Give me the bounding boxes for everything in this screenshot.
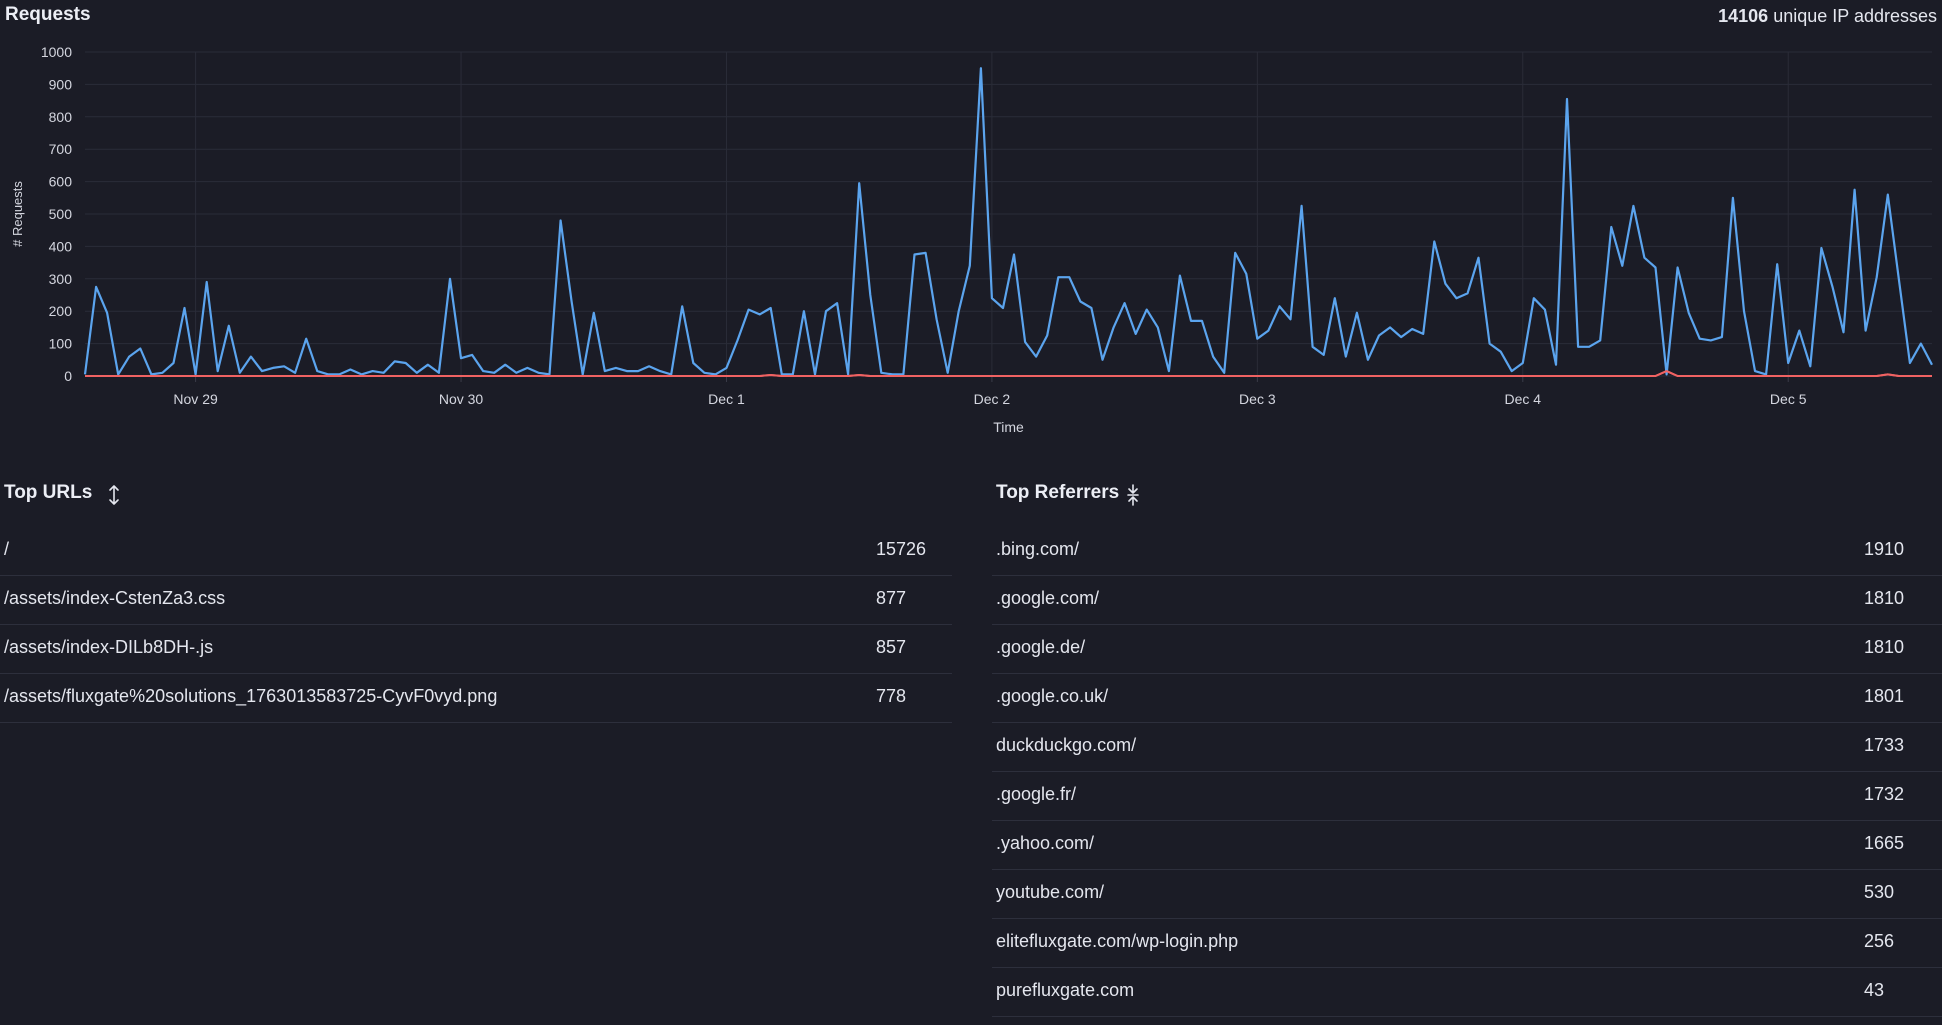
row-label[interactable]: /assets/index-CstenZa3.css [4,588,226,608]
y-tick-label: 500 [49,206,73,222]
table-row[interactable]: .google.co.uk/1801 [992,674,1942,723]
row-label[interactable]: .yahoo.com/ [996,833,1095,853]
table-row[interactable]: /assets/index-DILb8DH-.js 857 [0,625,952,674]
y-tick-label: 0 [64,368,72,384]
top-urls-list: / 15726/assets/index-CstenZa3.css 877/asse… [0,527,952,723]
y-tick-label: 400 [49,238,73,254]
row-count: 43 [1864,980,1885,1000]
row-label[interactable]: .google.de/ [996,637,1086,657]
table-row[interactable]: .google.fr/1732 [992,772,1942,821]
row-count: 778 [876,686,907,706]
row-count: 877 [876,588,907,608]
x-tick-label: Dec 2 [974,391,1011,407]
x-tick-label: Dec 4 [1504,391,1541,407]
row-count: 1665 [1864,833,1905,853]
row-label[interactable]: elitefluxgate.com/wp-login.php [996,931,1239,951]
row-label[interactable]: / [4,539,10,559]
row-count: 1910 [1864,539,1905,559]
y-tick-label: 300 [49,271,73,287]
row-count: 1732 [1864,784,1905,804]
table-row[interactable]: /assets/fluxgate%20solutions_17630135837… [0,674,952,723]
row-label[interactable]: duckduckgo.com/ [996,735,1137,755]
row-count: 15726 [876,539,927,559]
requests-series-line [83,67,1933,376]
row-label[interactable]: /assets/fluxgate%20solutions_17630135837… [4,686,498,706]
table-row[interactable]: /assets/index-CstenZa3.css 877 [0,576,952,625]
y-tick-label: 700 [49,141,73,157]
row-label[interactable]: youtube.com/ [996,882,1105,902]
row-count: 1810 [1864,637,1905,657]
x-tick-label: Nov 29 [173,391,218,407]
top-referrers-list: .bing.com/1910 .google.com/1810 .google.de… [992,527,1942,1017]
row-count: 1810 [1864,588,1905,608]
x-tick-label: Dec 3 [1239,391,1276,407]
row-label[interactable]: /assets/index-DILb8DH-.js [4,637,214,657]
table-row[interactable]: .google.de/1810 [992,625,1942,674]
y-tick-label: 200 [49,303,73,319]
requests-header: Requests 14106 unique IP addresses [5,4,1937,30]
requests-title: Requests [5,4,91,25]
x-axis-label: Time [993,419,1024,435]
unique-ip-count: 14106 [1718,6,1769,26]
table-row[interactable]: duckduckgo.com/1733 [992,723,1942,772]
table-row[interactable]: elitefluxgate.com/wp-login.php 256 [992,919,1942,968]
sort-expand-icon[interactable] [107,484,121,506]
x-tick-label: Dec 5 [1770,391,1807,407]
x-tick-label: Nov 30 [439,391,484,407]
sort-collapse-icon[interactable] [1126,484,1140,506]
row-label[interactable]: purefluxgate.com [996,980,1135,1000]
row-label[interactable]: .google.fr/ [996,784,1077,804]
top-referrers-title: Top Referrers [996,482,1120,503]
top-urls-title: Top URLs [4,482,93,503]
row-label[interactable]: .google.co.uk/ [996,686,1109,706]
x-tick-label: Dec 1 [708,391,745,407]
error-series-line-overlay [85,370,1932,377]
table-row[interactable]: .yahoo.com/1665 [992,821,1942,870]
row-label[interactable]: .bing.com/ [996,539,1080,559]
row-count: 530 [1864,882,1895,902]
unique-ip-label: unique IP addresses [1773,6,1937,26]
table-row[interactable]: .bing.com/1910 [992,527,1942,576]
row-count: 857 [876,637,907,657]
row-count: 1733 [1864,735,1905,755]
top-urls-header: Top URLs [0,478,952,512]
top-referrers-header: Top Referrers [992,478,1942,512]
top-referrers-panel: Top Referrers .bing.com/1910 .google.com/… [992,478,1942,1017]
unique-ip-summary: 14106 unique IP addresses [1718,6,1937,27]
table-row[interactable]: youtube.com/530 [992,870,1942,919]
row-label[interactable]: .google.com/ [996,588,1100,608]
y-tick-label: 600 [49,174,73,190]
y-axis-label: # Requests [10,181,25,247]
table-row[interactable]: / 15726 [0,527,952,576]
y-tick-label: 900 [49,76,73,92]
y-tick-label: 1000 [41,44,72,60]
row-count: 1801 [1864,686,1905,706]
table-row[interactable]: .google.com/1810 [992,576,1942,625]
requests-chart[interactable]: 0 100 200 300 400 500 600 700 800 900 1000 Nov 29 No… [0,35,1942,435]
table-row[interactable]: purefluxgate.com 43 [992,968,1942,1017]
y-tick-label: 100 [49,336,73,352]
y-tick-label: 800 [49,109,73,125]
top-urls-panel: Top URLs / 15726/assets/index-CstenZa3.cs… [0,478,952,723]
row-count: 256 [1864,931,1895,951]
